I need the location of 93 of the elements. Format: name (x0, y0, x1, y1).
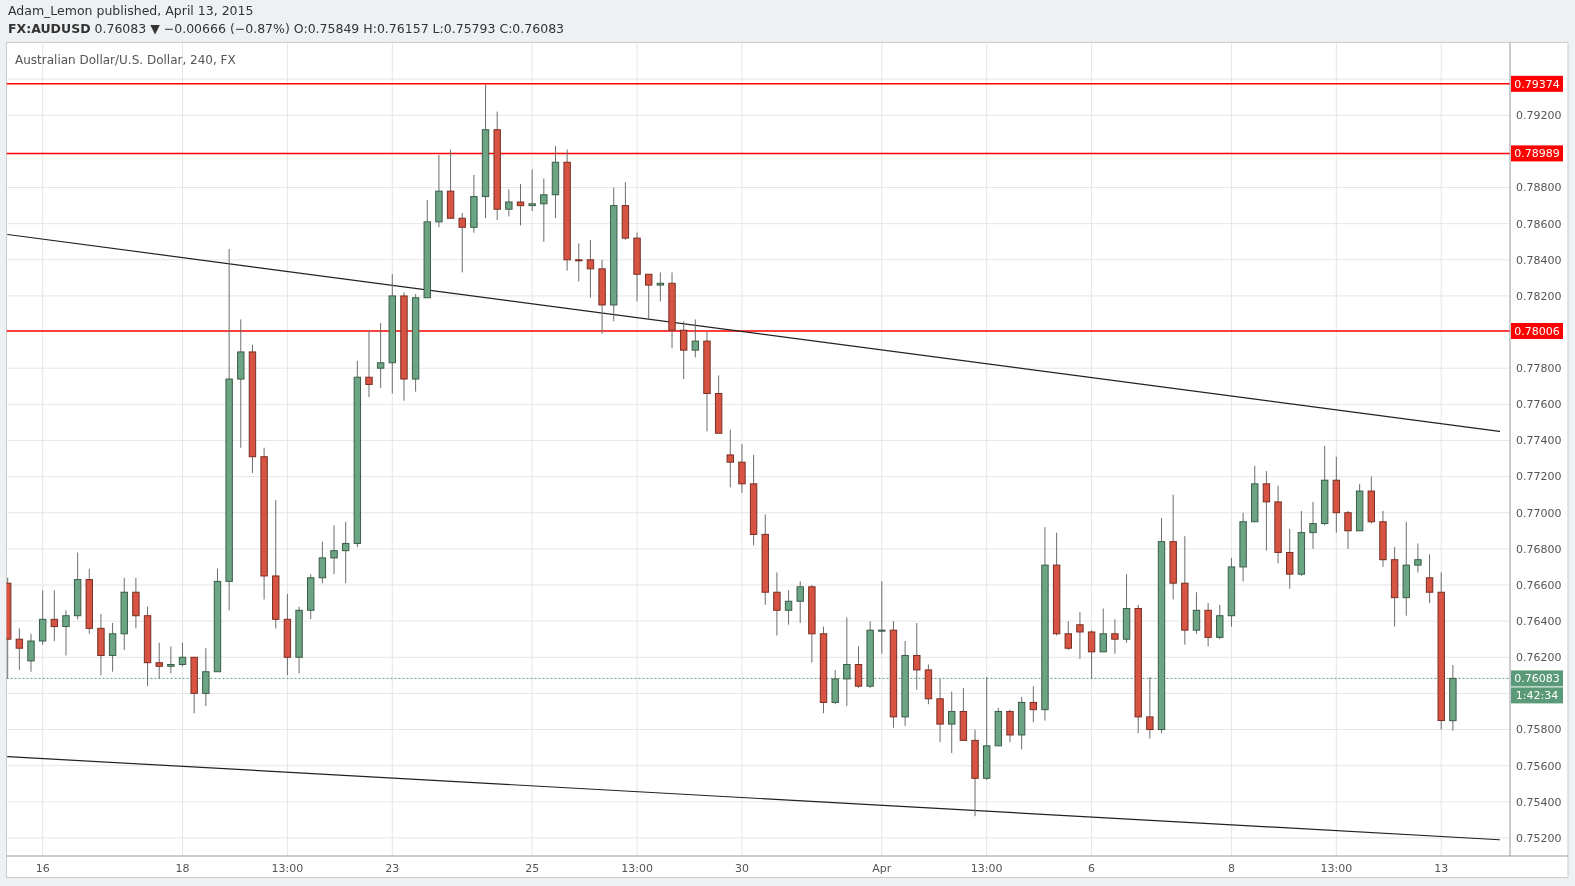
x-tick-label: 25 (525, 861, 540, 875)
candlestick (202, 647, 210, 707)
candlestick (15, 627, 24, 671)
candlestick (1414, 542, 1422, 573)
candlestick (540, 178, 548, 243)
candlestick (38, 589, 47, 646)
y-tick-label: 0.75800 (1516, 723, 1562, 737)
x-tick-label: 16 (35, 861, 50, 875)
candlestick (178, 642, 187, 667)
candlestick (50, 589, 59, 642)
chart-subtitle: FX:AUDUSD 0.76083 ▼ −0.00666 (−0.87%) O:0.75849 H:0.76157 L:0.75793 C:0.76083 (8, 21, 565, 36)
x-tick-label: 13:00 (621, 861, 653, 875)
candlestick (784, 589, 793, 626)
candlestick (376, 322, 385, 389)
candlestick (330, 524, 338, 575)
candlestick (458, 212, 466, 273)
x-tick-label: 13 (1434, 861, 1449, 875)
x-tick-label: 13:00 (1320, 861, 1353, 875)
candlestick (1344, 510, 1352, 550)
candlestick (1262, 470, 1271, 552)
y-tick-label: 0.78800 (1516, 181, 1562, 195)
candlestick (575, 243, 583, 282)
ref-line-label: 0.79374 (1514, 77, 1560, 91)
candlestick (1076, 611, 1084, 660)
text: Adam_Lemon published, April 13, 2015 (8, 3, 254, 18)
candlestick (796, 580, 804, 624)
candlestick (878, 580, 886, 655)
candlestick (341, 521, 350, 584)
candlestick (155, 642, 163, 680)
candlestick (1286, 528, 1294, 590)
candlestick (656, 271, 665, 302)
candlestick (27, 633, 35, 673)
candlestick (132, 577, 140, 629)
candlestick (528, 168, 536, 212)
y-tick-label: 0.78400 (1516, 253, 1562, 267)
candlestick (738, 443, 746, 494)
candlestick (726, 429, 734, 488)
candlestick (691, 318, 700, 358)
x-tick-label: 18 (175, 861, 190, 875)
candlestick (108, 622, 117, 673)
candlestick (1216, 604, 1224, 640)
x-tick-label: 13:00 (271, 861, 304, 875)
y-tick-label: 0.77400 (1516, 434, 1562, 448)
x-tick-label: 13:00 (970, 861, 1003, 875)
y-tick-label: 0.77200 (1516, 470, 1562, 484)
candlestick (645, 273, 653, 320)
x-tick-label: Apr (872, 861, 892, 875)
y-tick-label: 0.76600 (1516, 578, 1562, 592)
y-tick-label: 0.76400 (1516, 614, 1562, 628)
candlestick (318, 541, 327, 584)
x-tick-label: 23 (385, 861, 400, 875)
candlestick (1309, 501, 1317, 550)
y-tick-label: 0.78600 (1516, 217, 1562, 231)
ref-line-label: 0.78006 (1514, 324, 1560, 338)
y-tick-label: 0.77000 (1516, 506, 1562, 520)
candlestick (1192, 591, 1201, 635)
candlestick (1146, 676, 1154, 740)
y-tick-label: 0.75400 (1516, 795, 1562, 809)
candlestick (831, 669, 839, 705)
text: Australian Dollar/U.S. Dollar, 240, FX (15, 53, 236, 67)
candlestick (948, 691, 956, 754)
y-tick-label: 0.78200 (1516, 289, 1562, 303)
text: 1:42:34 (1515, 689, 1559, 703)
ref-line-label: 0.76083 (1514, 672, 1560, 686)
candlestick (1006, 709, 1014, 743)
candlestick (1087, 629, 1096, 680)
x-tick-label: 30 (734, 861, 749, 875)
x-tick-label: 6 (1088, 861, 1096, 875)
ref-line-label: 0.78989 (1514, 147, 1560, 161)
y-tick-label: 0.75600 (1516, 759, 1562, 773)
candlestick (1425, 553, 1434, 604)
x-tick-label: 8 (1227, 861, 1235, 875)
y-tick-label: 0.76800 (1516, 542, 1562, 556)
candlestick (773, 571, 781, 637)
y-tick-label: 0.79200 (1516, 109, 1562, 123)
candlestick (1029, 685, 1038, 723)
candlestick (679, 320, 688, 380)
candlestick (843, 617, 851, 707)
y-tick-label: 0.75200 (1516, 831, 1562, 845)
candlestick (1064, 620, 1072, 651)
candlestick (516, 183, 525, 226)
candlestick (62, 609, 70, 656)
candlestick (854, 645, 863, 689)
candlestick (586, 239, 595, 299)
candlestick (913, 622, 921, 691)
candlestick (167, 645, 175, 675)
candlestick (1099, 607, 1107, 653)
candlestick (365, 329, 373, 398)
y-tick-label: 0.76200 (1516, 651, 1562, 665)
candlestick (1111, 618, 1119, 655)
candlestick (505, 188, 513, 217)
y-tick-label: 0.77800 (1516, 362, 1562, 376)
y-tick-label: 0.77600 (1516, 398, 1562, 412)
